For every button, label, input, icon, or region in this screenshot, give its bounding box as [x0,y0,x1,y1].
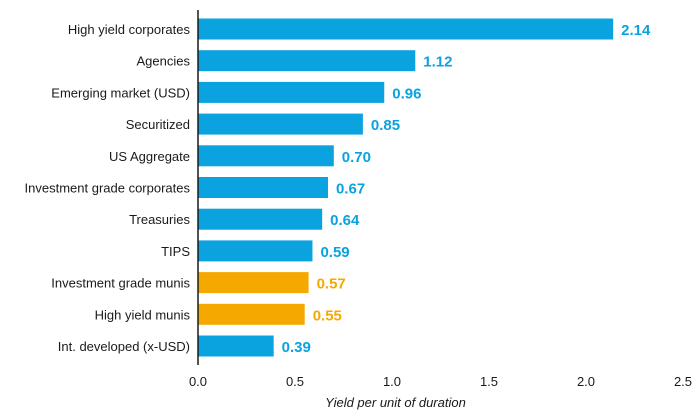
bars-group [198,18,614,357]
x-tick-label: 1.5 [480,374,498,389]
bar [198,50,416,72]
category-label: High yield corporates [68,22,191,37]
value-label: 0.70 [342,149,371,166]
value-label: 0.96 [392,85,421,102]
value-label: 0.85 [371,117,400,134]
bar [198,113,363,135]
x-tick-label: 0.0 [189,374,207,389]
x-axis-title: Yield per unit of duration [325,395,466,410]
value-label: 1.12 [423,54,452,71]
value-label: 2.14 [621,22,651,39]
category-label: Emerging market (USD) [51,85,190,100]
category-label: Int. developed (x-USD) [58,339,190,354]
value-labels: 2.14 1.120.96 0.850.70 0.67 0.64 0.59 0.57 0.55… [282,22,651,356]
x-tick-label: 1.0 [383,374,401,389]
value-label: 0.67 [336,181,365,198]
x-tick-labels: 0.0 0.5 1.0 1.5 2.0 2.5 [189,374,692,389]
x-tick-label: 0.5 [286,374,304,389]
category-label: TIPS [161,244,190,259]
bar [198,81,385,103]
category-labels: High yield corporates Agencies Emerging ma… [25,22,191,354]
category-label: US Aggregate [109,149,190,164]
bar [198,240,313,262]
value-label: 0.57 [317,276,346,293]
bar [198,335,274,357]
category-label: Agencies [137,54,191,69]
bar [198,18,614,40]
category-label: Securitized [126,117,190,132]
value-label: 0.55 [313,307,342,324]
bar [198,303,305,325]
x-tick-label: 2.5 [674,374,692,389]
bar [198,177,328,198]
category-label: Treasuries [129,212,190,227]
value-label: 0.39 [282,339,311,356]
bar [198,272,309,294]
bar [198,145,334,167]
value-label: 0.59 [320,244,349,261]
x-tick-label: 2.0 [577,374,595,389]
category-label: High yield munis [95,307,191,322]
category-label: Investment grade munis [51,276,190,291]
bar [198,208,323,230]
category-label: Investment grade corporates [25,181,191,196]
value-label: 0.64 [330,212,360,229]
